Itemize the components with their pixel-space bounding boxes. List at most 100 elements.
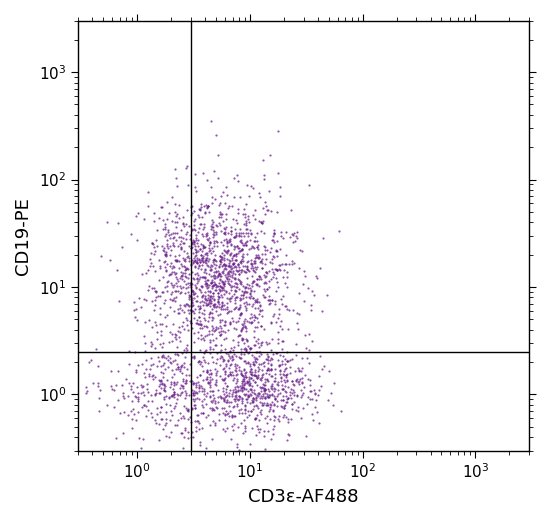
Point	[236, 266, 245, 274]
Point	[240, 380, 249, 388]
Point	[246, 286, 255, 294]
Point	[221, 265, 230, 273]
Point	[218, 210, 227, 218]
Point	[252, 354, 261, 362]
Point	[262, 366, 271, 374]
Point	[190, 237, 199, 245]
Point	[224, 279, 233, 287]
Point	[236, 369, 245, 377]
Point	[202, 204, 211, 212]
Point	[212, 286, 221, 294]
Point	[155, 256, 164, 264]
Point	[240, 220, 249, 229]
Point	[180, 401, 189, 410]
Point	[189, 380, 197, 388]
Point	[172, 182, 181, 190]
Point	[195, 371, 204, 379]
Point	[216, 331, 224, 339]
Point	[252, 372, 261, 380]
Point	[272, 266, 281, 274]
Point	[298, 405, 307, 413]
Point	[191, 251, 200, 259]
Point	[207, 261, 216, 269]
Point	[263, 375, 272, 383]
Point	[187, 243, 196, 252]
Point	[201, 256, 210, 264]
Point	[158, 380, 167, 388]
Point	[198, 213, 207, 222]
Point	[138, 359, 146, 368]
Point	[257, 371, 266, 380]
Point	[206, 309, 215, 317]
Point	[230, 395, 239, 404]
Point	[216, 221, 225, 229]
Point	[227, 283, 235, 291]
Point	[234, 366, 243, 374]
Point	[251, 215, 260, 224]
Point	[176, 389, 185, 397]
Point	[275, 322, 284, 330]
Point	[188, 226, 196, 235]
Point	[218, 188, 227, 197]
Point	[202, 235, 211, 243]
Point	[173, 363, 182, 371]
Point	[210, 241, 218, 250]
Point	[235, 279, 244, 288]
Point	[241, 401, 250, 410]
Point	[202, 301, 211, 309]
Point	[150, 267, 159, 275]
Point	[232, 367, 240, 375]
Point	[239, 300, 248, 308]
Point	[119, 408, 128, 416]
Point	[281, 398, 290, 406]
Point	[260, 242, 269, 250]
Point	[208, 289, 217, 297]
Point	[243, 379, 251, 387]
Point	[218, 267, 227, 275]
Point	[164, 270, 173, 279]
Point	[250, 316, 259, 324]
Point	[178, 382, 187, 391]
Point	[267, 385, 276, 393]
Point	[200, 243, 208, 251]
Point	[205, 379, 213, 387]
Point	[248, 313, 256, 321]
Point	[176, 391, 185, 399]
Point	[243, 228, 252, 237]
Point	[159, 395, 168, 404]
Point	[177, 288, 185, 296]
Point	[256, 322, 265, 330]
Point	[227, 307, 235, 315]
Point	[254, 362, 262, 371]
Point	[192, 411, 201, 419]
Point	[276, 367, 284, 375]
Point	[118, 389, 127, 397]
Point	[223, 190, 232, 199]
Point	[183, 346, 191, 354]
Point	[217, 394, 226, 402]
Point	[216, 253, 225, 262]
Point	[297, 385, 306, 394]
Point	[245, 379, 254, 387]
Point	[156, 310, 164, 319]
Point	[221, 345, 229, 354]
Point	[295, 380, 304, 388]
Point	[245, 381, 254, 389]
Point	[194, 381, 203, 389]
Point	[237, 327, 246, 335]
Point	[188, 301, 197, 309]
Point	[305, 346, 314, 354]
Point	[222, 396, 231, 405]
Point	[196, 245, 205, 253]
Point	[202, 276, 211, 284]
Point	[112, 381, 120, 389]
Point	[234, 317, 243, 325]
Point	[257, 321, 266, 330]
Point	[235, 353, 244, 361]
Point	[183, 406, 192, 414]
Point	[234, 396, 243, 404]
Point	[304, 284, 312, 292]
Point	[169, 263, 178, 271]
Point	[202, 321, 211, 330]
Point	[194, 313, 203, 321]
